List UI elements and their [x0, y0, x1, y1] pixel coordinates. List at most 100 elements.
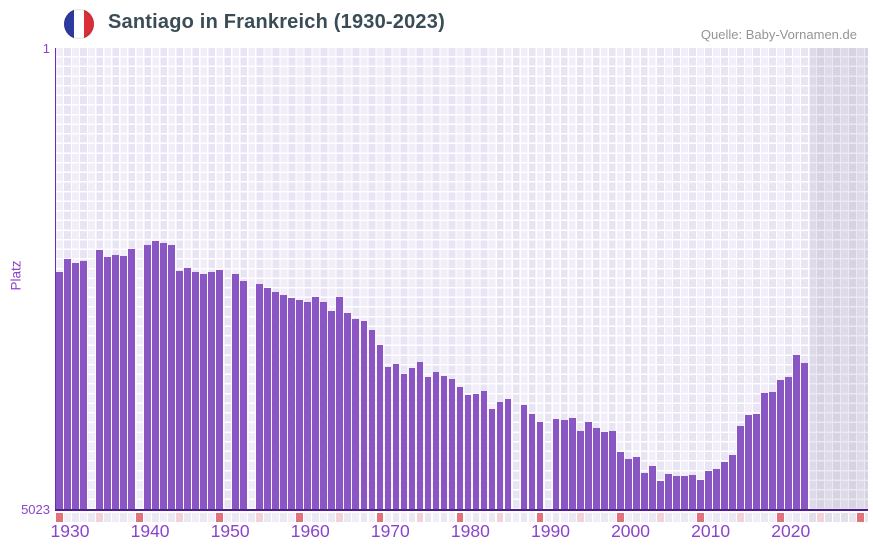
- bar-1983[interactable]: [480, 390, 488, 509]
- bar-1985[interactable]: [496, 401, 504, 509]
- bar-1984[interactable]: [488, 409, 496, 509]
- year-tick-2002: [632, 513, 640, 522]
- bar-2006[interactable]: [664, 473, 672, 509]
- bar-1957[interactable]: [272, 292, 280, 509]
- bar-1980[interactable]: [456, 387, 464, 509]
- bar-1945[interactable]: [176, 270, 184, 509]
- bar-1948[interactable]: [200, 274, 208, 509]
- bar-2018[interactable]: [760, 393, 768, 509]
- bar-1973[interactable]: [400, 373, 408, 509]
- bar-2008[interactable]: [680, 476, 688, 509]
- bar-2010[interactable]: [696, 479, 704, 509]
- bar-2021[interactable]: [784, 377, 792, 509]
- bar-1989[interactable]: [528, 414, 536, 509]
- bar-1956[interactable]: [264, 287, 272, 509]
- bar-1964[interactable]: [328, 310, 336, 509]
- bar-1970[interactable]: [376, 344, 384, 509]
- bar-1938[interactable]: [120, 255, 128, 509]
- bar-1958[interactable]: [280, 294, 288, 509]
- bar-1992[interactable]: [552, 418, 560, 509]
- bar-1939[interactable]: [128, 248, 136, 509]
- bar-2014[interactable]: [728, 455, 736, 509]
- bar-1930[interactable]: [56, 271, 63, 509]
- bar-2015[interactable]: [736, 426, 744, 509]
- bar-1935[interactable]: [96, 249, 104, 509]
- bar-1931[interactable]: [64, 259, 71, 509]
- bar-2016[interactable]: [744, 415, 752, 509]
- bar-2001[interactable]: [624, 459, 632, 509]
- year-tick-1989: [528, 513, 536, 522]
- bar-1979[interactable]: [448, 378, 456, 509]
- bar-1955[interactable]: [256, 283, 264, 509]
- bar-2012[interactable]: [712, 468, 720, 509]
- bar-1947[interactable]: [192, 271, 200, 509]
- bar-1932[interactable]: [72, 263, 79, 509]
- bar-1971[interactable]: [384, 366, 392, 509]
- bar-1995[interactable]: [576, 431, 584, 509]
- bar-2007[interactable]: [672, 476, 680, 509]
- year-tick-1964: [328, 513, 336, 522]
- bar-1990[interactable]: [536, 421, 544, 509]
- bar-1978[interactable]: [440, 376, 448, 509]
- bar-2003[interactable]: [640, 472, 648, 509]
- bar-1946[interactable]: [184, 268, 192, 509]
- bar-1944[interactable]: [168, 245, 176, 509]
- bar-1961[interactable]: [304, 302, 312, 509]
- bar-1994[interactable]: [568, 417, 576, 509]
- bar-1972[interactable]: [392, 364, 400, 509]
- bar-2002[interactable]: [632, 456, 640, 509]
- bar-1976[interactable]: [424, 377, 432, 509]
- year-tick-1934: [88, 513, 96, 522]
- bar-2011[interactable]: [704, 471, 712, 509]
- bar-1936[interactable]: [104, 257, 112, 509]
- bar-1966[interactable]: [344, 313, 352, 509]
- bar-1937[interactable]: [112, 254, 120, 509]
- bar-1950[interactable]: [216, 270, 224, 509]
- bar-1967[interactable]: [352, 319, 360, 509]
- bar-1974[interactable]: [408, 367, 416, 509]
- year-tick-1951: [224, 513, 232, 522]
- bar-2000[interactable]: [616, 451, 624, 509]
- bar-1986[interactable]: [504, 399, 512, 509]
- bar-2023[interactable]: [800, 362, 808, 509]
- bar-2004[interactable]: [648, 466, 656, 509]
- year-tick-1957: [272, 513, 280, 522]
- bar-1959[interactable]: [288, 298, 296, 509]
- bar-2022[interactable]: [792, 354, 800, 509]
- bar-1981[interactable]: [464, 394, 472, 509]
- bar-2013[interactable]: [720, 461, 728, 509]
- x-tick-label-1930: 1930: [50, 521, 90, 541]
- bar-1969[interactable]: [368, 330, 376, 509]
- bar-1942[interactable]: [152, 241, 160, 509]
- bar-1960[interactable]: [296, 299, 304, 509]
- bar-1953[interactable]: [240, 281, 248, 509]
- bar-1963[interactable]: [320, 302, 328, 509]
- year-tick-1991: [544, 513, 552, 522]
- bar-2005[interactable]: [656, 481, 664, 509]
- year-tick-1933: [80, 513, 88, 522]
- y-tick-label-top: 1: [42, 41, 50, 56]
- bar-1999[interactable]: [608, 431, 616, 509]
- year-tick-1996: [584, 513, 592, 522]
- bar-1941[interactable]: [144, 244, 152, 509]
- bar-2009[interactable]: [688, 474, 696, 509]
- bar-2017[interactable]: [752, 413, 760, 509]
- bar-1996[interactable]: [584, 421, 592, 509]
- chart-title: Santiago in Frankreich (1930-2023): [108, 11, 445, 33]
- bar-1993[interactable]: [560, 420, 568, 509]
- bar-1968[interactable]: [360, 321, 368, 509]
- bar-1982[interactable]: [472, 393, 480, 509]
- bar-1997[interactable]: [592, 427, 600, 509]
- bar-1962[interactable]: [312, 297, 320, 509]
- bar-1977[interactable]: [432, 371, 440, 509]
- bar-2019[interactable]: [768, 392, 776, 509]
- bar-1998[interactable]: [600, 432, 608, 509]
- bar-1988[interactable]: [520, 405, 528, 509]
- bar-2020[interactable]: [776, 379, 784, 509]
- bar-1952[interactable]: [232, 274, 240, 509]
- bar-1943[interactable]: [160, 242, 168, 509]
- bar-1933[interactable]: [80, 260, 88, 509]
- bar-1949[interactable]: [208, 271, 216, 509]
- bar-1965[interactable]: [336, 297, 344, 509]
- bar-1975[interactable]: [416, 361, 424, 509]
